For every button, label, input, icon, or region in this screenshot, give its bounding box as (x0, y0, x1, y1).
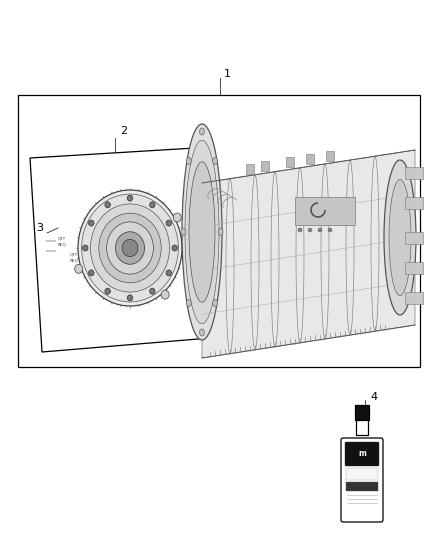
Ellipse shape (116, 232, 145, 264)
Ellipse shape (185, 140, 219, 324)
Ellipse shape (99, 213, 161, 283)
Ellipse shape (166, 220, 172, 226)
Ellipse shape (78, 190, 182, 306)
Ellipse shape (172, 245, 177, 251)
Ellipse shape (127, 195, 133, 201)
Polygon shape (30, 148, 210, 352)
Ellipse shape (182, 124, 222, 340)
Bar (405, 166, 423, 179)
FancyBboxPatch shape (345, 442, 379, 466)
Ellipse shape (81, 194, 178, 302)
Ellipse shape (161, 290, 169, 299)
Ellipse shape (199, 128, 205, 135)
Ellipse shape (189, 162, 215, 302)
Text: 4: 4 (370, 392, 377, 402)
Bar (346, 468, 378, 480)
Ellipse shape (199, 329, 205, 336)
Ellipse shape (150, 202, 155, 208)
Ellipse shape (91, 204, 170, 292)
Text: QTY: QTY (70, 253, 78, 257)
Polygon shape (202, 150, 415, 358)
Circle shape (308, 228, 312, 232)
Ellipse shape (105, 288, 110, 294)
Ellipse shape (122, 239, 138, 257)
Ellipse shape (82, 245, 88, 251)
Ellipse shape (389, 180, 411, 296)
FancyBboxPatch shape (341, 438, 383, 522)
Ellipse shape (181, 229, 186, 236)
Bar (405, 231, 423, 244)
Ellipse shape (150, 288, 155, 294)
Bar (306, 154, 314, 164)
Bar (356, 415, 368, 435)
Bar (405, 197, 423, 208)
Text: QTY: QTY (58, 237, 66, 241)
Ellipse shape (106, 222, 153, 274)
Text: 1: 1 (224, 69, 231, 79)
Bar (261, 161, 269, 171)
Bar (286, 157, 294, 167)
Bar (18, 95, 420, 367)
Text: REQ: REQ (70, 259, 79, 263)
Ellipse shape (127, 295, 133, 301)
Ellipse shape (186, 157, 191, 165)
Bar (405, 262, 423, 273)
Ellipse shape (186, 300, 191, 306)
Bar (295, 197, 355, 225)
Text: 3: 3 (36, 223, 43, 233)
Ellipse shape (384, 160, 416, 315)
Text: m: m (358, 449, 366, 458)
Ellipse shape (218, 229, 223, 236)
Bar (346, 482, 378, 491)
Circle shape (328, 228, 332, 232)
Ellipse shape (213, 157, 218, 165)
Bar (355, 405, 369, 420)
Ellipse shape (213, 300, 218, 306)
Ellipse shape (75, 264, 83, 273)
Ellipse shape (173, 213, 181, 222)
Text: 2: 2 (120, 126, 127, 136)
Circle shape (298, 228, 302, 232)
Bar (405, 292, 423, 303)
Ellipse shape (166, 270, 172, 276)
Bar (246, 164, 254, 174)
Bar (326, 151, 334, 161)
Ellipse shape (88, 270, 94, 276)
Text: REQ: REQ (58, 243, 67, 247)
Ellipse shape (88, 220, 94, 226)
Circle shape (318, 228, 322, 232)
Ellipse shape (105, 202, 110, 208)
